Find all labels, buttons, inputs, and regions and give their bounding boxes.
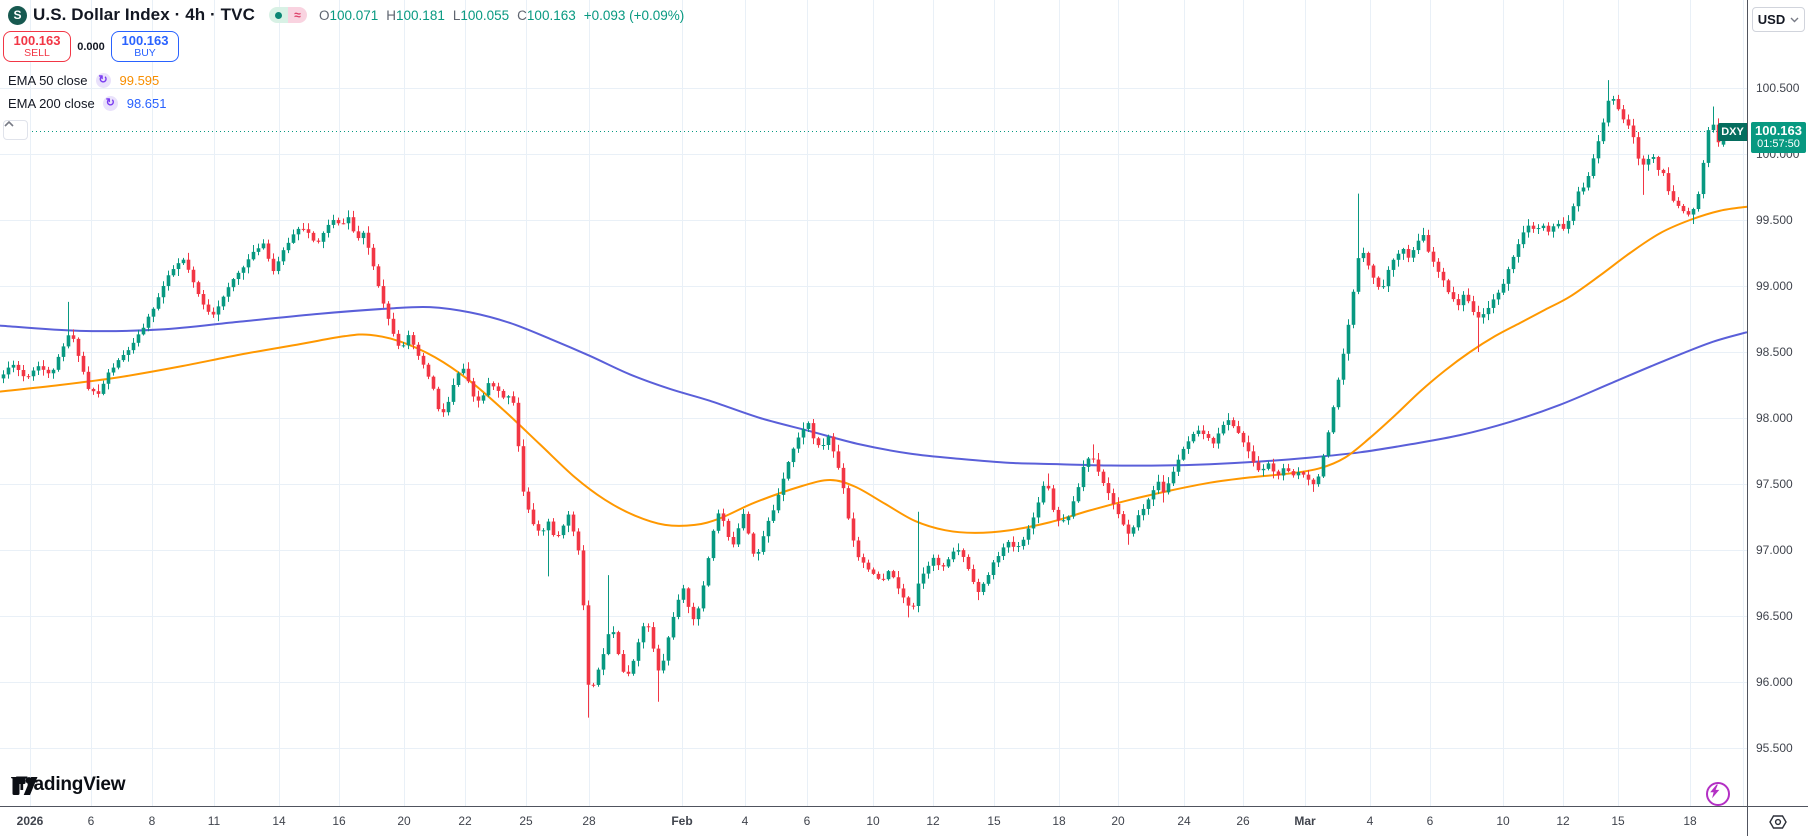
time-tick: 4 xyxy=(1366,814,1374,828)
tradingview-logo[interactable]: TradingView xyxy=(9,774,126,796)
current-price-label: 100.163 01:57:50 xyxy=(1751,122,1806,154)
buy-button[interactable]: 100.163 BUY xyxy=(111,31,179,62)
chart-plot-area[interactable]: S U.S. Dollar Index · 4h · TVC ≈ O 100.07… xyxy=(0,0,1747,806)
close-value: 100.163 xyxy=(526,7,576,23)
time-tick: 6 xyxy=(87,814,95,828)
scales-settings-corner[interactable] xyxy=(1747,807,1808,836)
time-tick: 20 xyxy=(397,814,411,828)
ema200-line xyxy=(0,305,1747,467)
candlestick-series xyxy=(1,80,1726,718)
price-tick: 99.000 xyxy=(1756,279,1793,293)
price-tick: 98.500 xyxy=(1756,345,1793,359)
sell-price: 100.163 xyxy=(13,32,61,48)
high-value: 100.181 xyxy=(396,7,445,23)
currency-selector[interactable]: USD xyxy=(1752,7,1805,32)
time-tick: 16 xyxy=(332,814,346,828)
change-value: +0.093 (+0.09%) xyxy=(583,7,685,23)
sell-button[interactable]: 100.163 SELL xyxy=(3,31,71,62)
recalc-sync-icon: ↻ xyxy=(102,95,118,111)
candlestick-chart xyxy=(0,0,1747,806)
time-tick: 10 xyxy=(866,814,880,828)
delayed-data-icon: ≈ xyxy=(287,7,307,23)
currency-selector-value: USD xyxy=(1757,12,1786,27)
high-label: H xyxy=(386,7,397,23)
time-tick: 12 xyxy=(926,814,940,828)
time-axis[interactable]: 2026 6 8 11 14 16 20 22 25 28 Feb 4 6 10 12 15 18 20 24 26 M… xyxy=(0,806,1808,836)
trade-buttons-row: 100.163 SELL 0.000 100.163 BUY xyxy=(3,31,179,62)
time-tick: 20 xyxy=(1111,814,1125,828)
market-status-badges[interactable]: ≈ xyxy=(268,7,307,23)
price-tick: 98.000 xyxy=(1756,411,1793,425)
tradingview-wordmark: TradingView xyxy=(16,774,126,795)
ema200-label: EMA 200 close xyxy=(8,95,95,111)
instant-trading-lightning-icon[interactable] xyxy=(1706,782,1730,806)
price-tick: 97.500 xyxy=(1756,477,1793,491)
price-axis[interactable]: USD 100.163 01:57:50 100.500 100.000 99.50… xyxy=(1747,0,1808,806)
price-tick: 96.000 xyxy=(1756,675,1793,689)
price-line-ticker-chip: DXY xyxy=(1718,123,1747,142)
price-tick: 100.500 xyxy=(1756,81,1800,95)
ema50-label: EMA 50 close xyxy=(8,72,88,88)
ema200-legend-row[interactable]: EMA 200 close ↻ 98.651 xyxy=(8,95,166,111)
time-tick: 11 xyxy=(207,814,221,828)
price-tick: 96.500 xyxy=(1756,609,1793,623)
time-tick: 14 xyxy=(272,814,286,828)
bar-countdown-timer: 01:57:50 xyxy=(1757,138,1800,151)
price-tick: 97.000 xyxy=(1756,543,1793,557)
price-tick: 99.500 xyxy=(1756,213,1793,227)
ema50-value: 99.595 xyxy=(119,72,160,88)
time-tick: 4 xyxy=(741,814,749,828)
spread-value: 0.000 xyxy=(77,40,105,53)
time-tick: 2026 xyxy=(16,814,44,828)
buy-label: BUY xyxy=(134,46,156,59)
time-tick: 18 xyxy=(1683,814,1697,828)
symbol-title[interactable]: U.S. Dollar Index · 4h · TVC xyxy=(33,5,255,24)
time-tick: 26 xyxy=(1236,814,1250,828)
ema200-value: 98.651 xyxy=(126,95,167,111)
symbol-header-row: S U.S. Dollar Index · 4h · TVC ≈ O 100.07… xyxy=(8,5,684,25)
time-tick: 6 xyxy=(1426,814,1434,828)
legend-collapse-button[interactable] xyxy=(3,120,28,140)
chevron-up-icon xyxy=(4,121,14,127)
time-tick: 28 xyxy=(582,814,596,828)
buy-price: 100.163 xyxy=(121,32,169,48)
open-label: O xyxy=(318,7,330,23)
time-tick: Mar xyxy=(1294,814,1316,828)
time-tick: 6 xyxy=(803,814,811,828)
current-price-value: 100.163 xyxy=(1755,123,1802,139)
time-tick: 22 xyxy=(458,814,472,828)
time-tick: 12 xyxy=(1556,814,1570,828)
close-label: C xyxy=(517,7,527,23)
ohlc-readout: O 100.071 H 100.181 L 100.055 C 100.163 +0.0… xyxy=(319,8,684,23)
time-tick: 15 xyxy=(987,814,1001,828)
symbol-logo-icon[interactable]: S xyxy=(8,5,27,25)
time-tick: 15 xyxy=(1611,814,1625,828)
tradingview-mark-icon xyxy=(11,777,38,795)
time-tick: 10 xyxy=(1496,814,1510,828)
time-tick: 25 xyxy=(519,814,533,828)
low-label: L xyxy=(452,7,461,23)
time-tick: Feb xyxy=(671,814,693,828)
chevron-down-icon xyxy=(1790,17,1799,22)
axis-settings-gear-icon xyxy=(1769,815,1787,829)
open-value: 100.071 xyxy=(329,7,379,23)
recalc-sync-icon: ↻ xyxy=(95,72,111,88)
grid xyxy=(0,0,1747,806)
time-tick: 18 xyxy=(1052,814,1066,828)
market-open-dot-icon xyxy=(268,7,288,23)
time-tick: 8 xyxy=(148,814,156,828)
sell-label: SELL xyxy=(24,46,50,59)
low-value: 100.055 xyxy=(460,7,510,23)
ema50-legend-row[interactable]: EMA 50 close ↻ 99.595 xyxy=(8,72,159,88)
price-tick: 95.500 xyxy=(1756,741,1793,755)
time-tick: 24 xyxy=(1177,814,1191,828)
lightning-bolt-icon xyxy=(1710,784,1720,799)
